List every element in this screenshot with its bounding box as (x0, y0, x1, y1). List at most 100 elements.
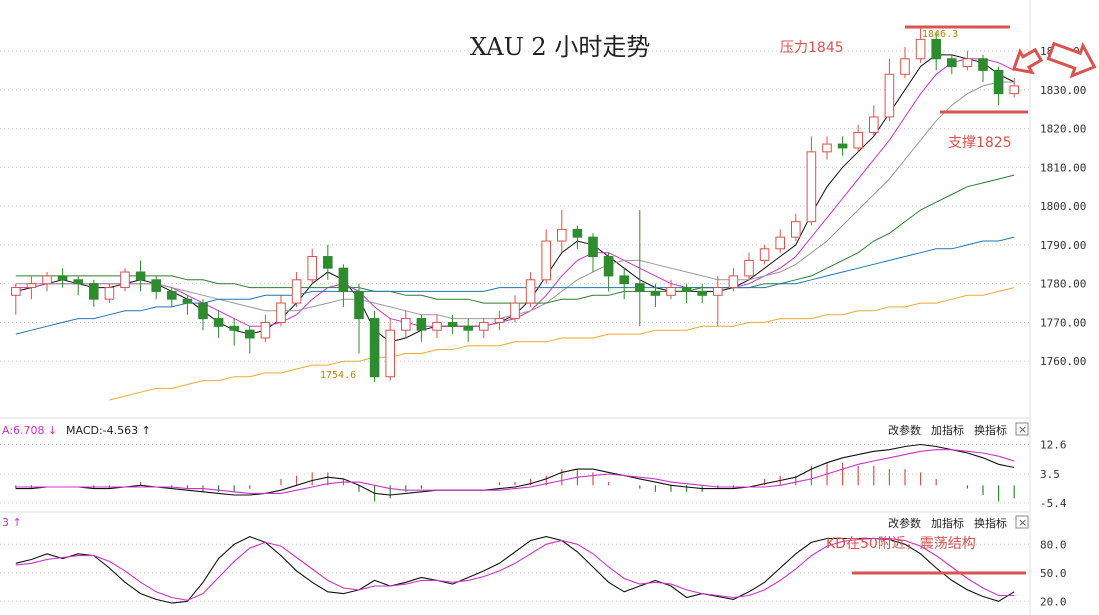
price-tick-label: 1760.00 (1040, 355, 1086, 368)
candle (853, 124, 863, 152)
candle-body (853, 131, 863, 149)
price-tick-label: 1780.00 (1040, 278, 1086, 291)
candle (401, 310, 411, 338)
candle (229, 318, 239, 346)
indicator-tick-label: 3.5 (1040, 468, 1060, 481)
candle (650, 283, 661, 307)
macd-lines (15, 443, 1015, 496)
candle (603, 252, 614, 292)
right-arrow-icon (1046, 41, 1097, 79)
candle (572, 225, 583, 249)
candle-body (260, 321, 271, 339)
candle-body (775, 236, 785, 250)
indicator-tick-label: 20.0 (1040, 595, 1067, 608)
candle (541, 229, 551, 284)
candle-body (182, 298, 193, 304)
candle-body (619, 275, 629, 285)
add-indicator-button-macd[interactable]: 加指标 (931, 423, 964, 437)
candle-body (837, 143, 848, 149)
candle (635, 210, 645, 327)
candle (837, 136, 848, 156)
candle-body (447, 321, 458, 327)
candle-body (463, 325, 473, 331)
candle (900, 47, 910, 79)
close-icon[interactable]: × (1015, 422, 1029, 436)
candle-body (931, 38, 941, 60)
candle (416, 314, 427, 342)
candle-body (354, 290, 364, 320)
candle-body (947, 58, 957, 68)
macd-value-readout: MACD:-4.563 ↑ (66, 424, 151, 437)
candle-body (369, 318, 380, 378)
price-tick-label: 1810.00 (1040, 161, 1086, 174)
candle (479, 318, 489, 338)
price-tick-label: 1790.00 (1040, 239, 1086, 252)
chart-title: XAU 2 小时走势 (470, 33, 650, 61)
candle-body (806, 151, 817, 223)
macd-axis: 12.6 3.5 -5.4 (1040, 439, 1067, 510)
candle-body (869, 116, 879, 133)
candle-body (42, 275, 52, 285)
indicator-tick-label: 80.0 (1040, 538, 1067, 551)
candle (42, 272, 52, 292)
candle (151, 275, 161, 300)
candle (338, 264, 349, 307)
kd-note: KD在50附近，震荡结构 (826, 536, 976, 552)
candle (978, 54, 988, 83)
candle-body (120, 271, 130, 289)
candle-body (57, 275, 68, 281)
candle (432, 314, 442, 338)
add-indicator-button-kd[interactable]: 加指标 (931, 516, 964, 530)
candle (666, 279, 676, 300)
candle (323, 244, 333, 280)
candle (11, 283, 21, 315)
moving-average-line (15, 236, 1015, 335)
indicator-tick-label: 12.6 (1040, 439, 1067, 452)
candle-body (401, 318, 411, 331)
candle (681, 283, 692, 304)
candle (494, 310, 505, 331)
indicator-tick-label: -5.4 (1040, 497, 1067, 510)
candle (291, 272, 302, 307)
candle (26, 275, 37, 300)
candle-body (791, 221, 801, 238)
candle (588, 233, 598, 273)
candle (947, 54, 957, 75)
candle-body (307, 256, 317, 281)
candle-body (479, 321, 489, 331)
candle (385, 318, 395, 381)
candle (104, 283, 115, 304)
candle (89, 279, 99, 307)
macd-grid (0, 444, 1030, 504)
price-tick-label: 1800.00 (1040, 200, 1086, 213)
candle-body (494, 318, 505, 323)
candle-body (89, 283, 99, 300)
candle-body (666, 287, 676, 296)
candle-body (978, 58, 988, 71)
candle (1009, 78, 1019, 98)
change-params-button-macd[interactable]: 改参数 (888, 423, 921, 437)
switch-indicator-button-kd[interactable]: 换指标 (974, 516, 1007, 530)
close-icon[interactable]: × (1015, 515, 1029, 529)
candle (135, 260, 146, 292)
candle-body (73, 279, 83, 285)
candle-body (588, 236, 598, 258)
candle (525, 272, 536, 307)
kd-axis: 80.0 50.0 20.0 (1040, 538, 1067, 608)
macd-dea-readout: A:6.708 ↓ (2, 424, 57, 437)
candle (993, 66, 1004, 106)
moving-average-line (109, 287, 1015, 401)
candle (697, 283, 707, 304)
candle (915, 26, 926, 63)
candle-body (728, 275, 739, 289)
candle (245, 326, 255, 354)
switch-indicator-button-macd[interactable]: 换指标 (974, 423, 1007, 437)
candle (463, 318, 473, 342)
candle-body (135, 271, 146, 281)
candle-body (510, 302, 520, 320)
price-tick-label: 1770.00 (1040, 316, 1086, 329)
candle-body (229, 325, 239, 331)
candle-body (993, 69, 1004, 95)
candle-body (962, 58, 973, 68)
change-params-button-kd[interactable]: 改参数 (888, 516, 921, 530)
